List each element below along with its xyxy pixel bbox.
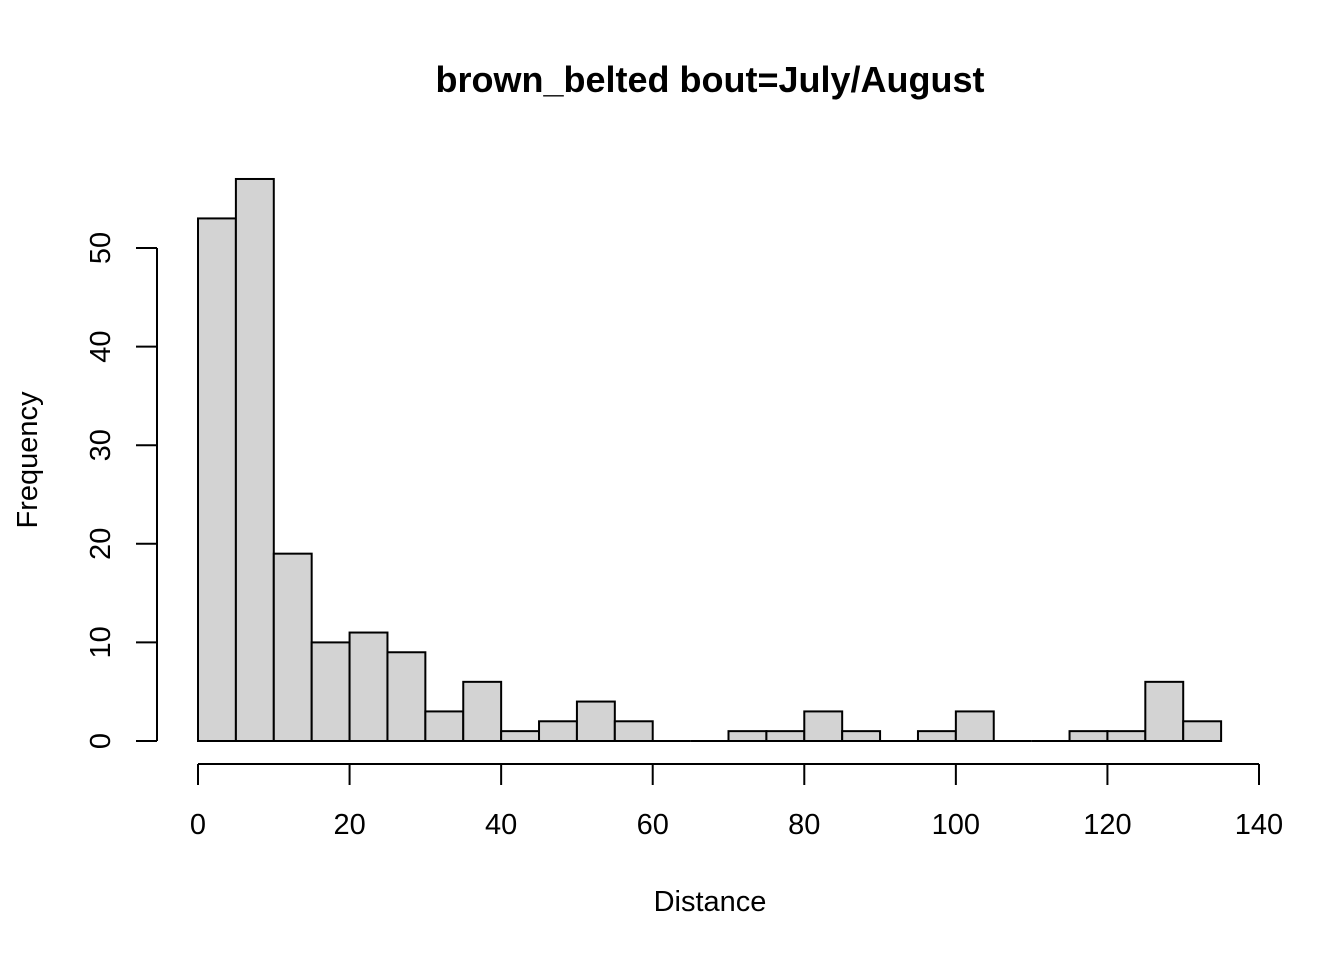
histogram-bar — [538, 720, 578, 743]
histogram-bar — [1068, 730, 1109, 743]
histogram-bar — [462, 680, 503, 743]
x-axis-label: Distance — [654, 886, 767, 918]
histogram-bar — [575, 700, 616, 742]
histogram-bar — [272, 552, 313, 742]
y-tick-label: 30 — [85, 429, 117, 461]
histogram-bar — [916, 730, 957, 743]
y-tick-label: 50 — [85, 232, 117, 264]
x-tick-label: 120 — [1083, 809, 1131, 841]
histogram-bar — [234, 177, 275, 743]
x-tick-label: 0 — [190, 809, 206, 841]
y-tick-label: 0 — [85, 733, 117, 749]
y-axis: 0 10 20 30 40 50 — [85, 232, 158, 749]
y-tick-label: 20 — [85, 528, 117, 560]
histogram-bars — [197, 177, 1223, 743]
y-tick-label: 40 — [85, 330, 117, 362]
histogram-bar — [803, 710, 844, 742]
x-tick-label: 140 — [1235, 809, 1283, 841]
histogram-bar — [197, 217, 237, 743]
histogram-bar — [310, 641, 351, 743]
x-tick-label: 40 — [485, 809, 517, 841]
histogram-bar — [765, 730, 806, 743]
histogram-bar — [1144, 680, 1185, 743]
y-axis-label: Frequency — [12, 391, 44, 529]
histogram-bar — [424, 710, 465, 742]
histogram-bar — [500, 730, 541, 743]
histogram-bar — [841, 730, 882, 743]
x-tick-label: 20 — [333, 809, 365, 841]
chart-title: brown_belted bout=July/August — [435, 59, 984, 100]
x-tick-label: 100 — [932, 809, 980, 841]
histogram-bar — [613, 720, 654, 743]
histogram-bar — [954, 710, 995, 742]
histogram-bar — [727, 730, 768, 743]
x-axis: 0 20 40 60 80 100 120 140 — [190, 763, 1283, 841]
x-tick-label: 80 — [788, 809, 820, 841]
histogram-bar — [386, 651, 427, 743]
histogram-bar — [348, 631, 389, 742]
histogram-bar — [1182, 720, 1223, 743]
y-tick-label: 10 — [85, 626, 117, 658]
x-tick-label: 60 — [637, 809, 669, 841]
histogram-bar — [1106, 730, 1147, 743]
